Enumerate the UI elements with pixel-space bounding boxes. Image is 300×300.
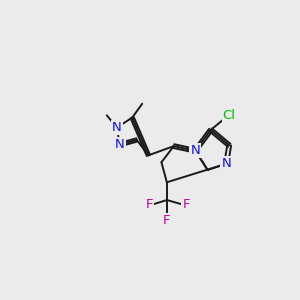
- Text: N: N: [190, 144, 200, 157]
- Text: F: F: [182, 198, 190, 211]
- Text: F: F: [163, 214, 171, 227]
- Text: N: N: [112, 121, 122, 134]
- Text: F: F: [146, 198, 153, 211]
- Text: Cl: Cl: [223, 109, 236, 122]
- Text: N: N: [221, 157, 231, 170]
- Text: N: N: [115, 138, 125, 151]
